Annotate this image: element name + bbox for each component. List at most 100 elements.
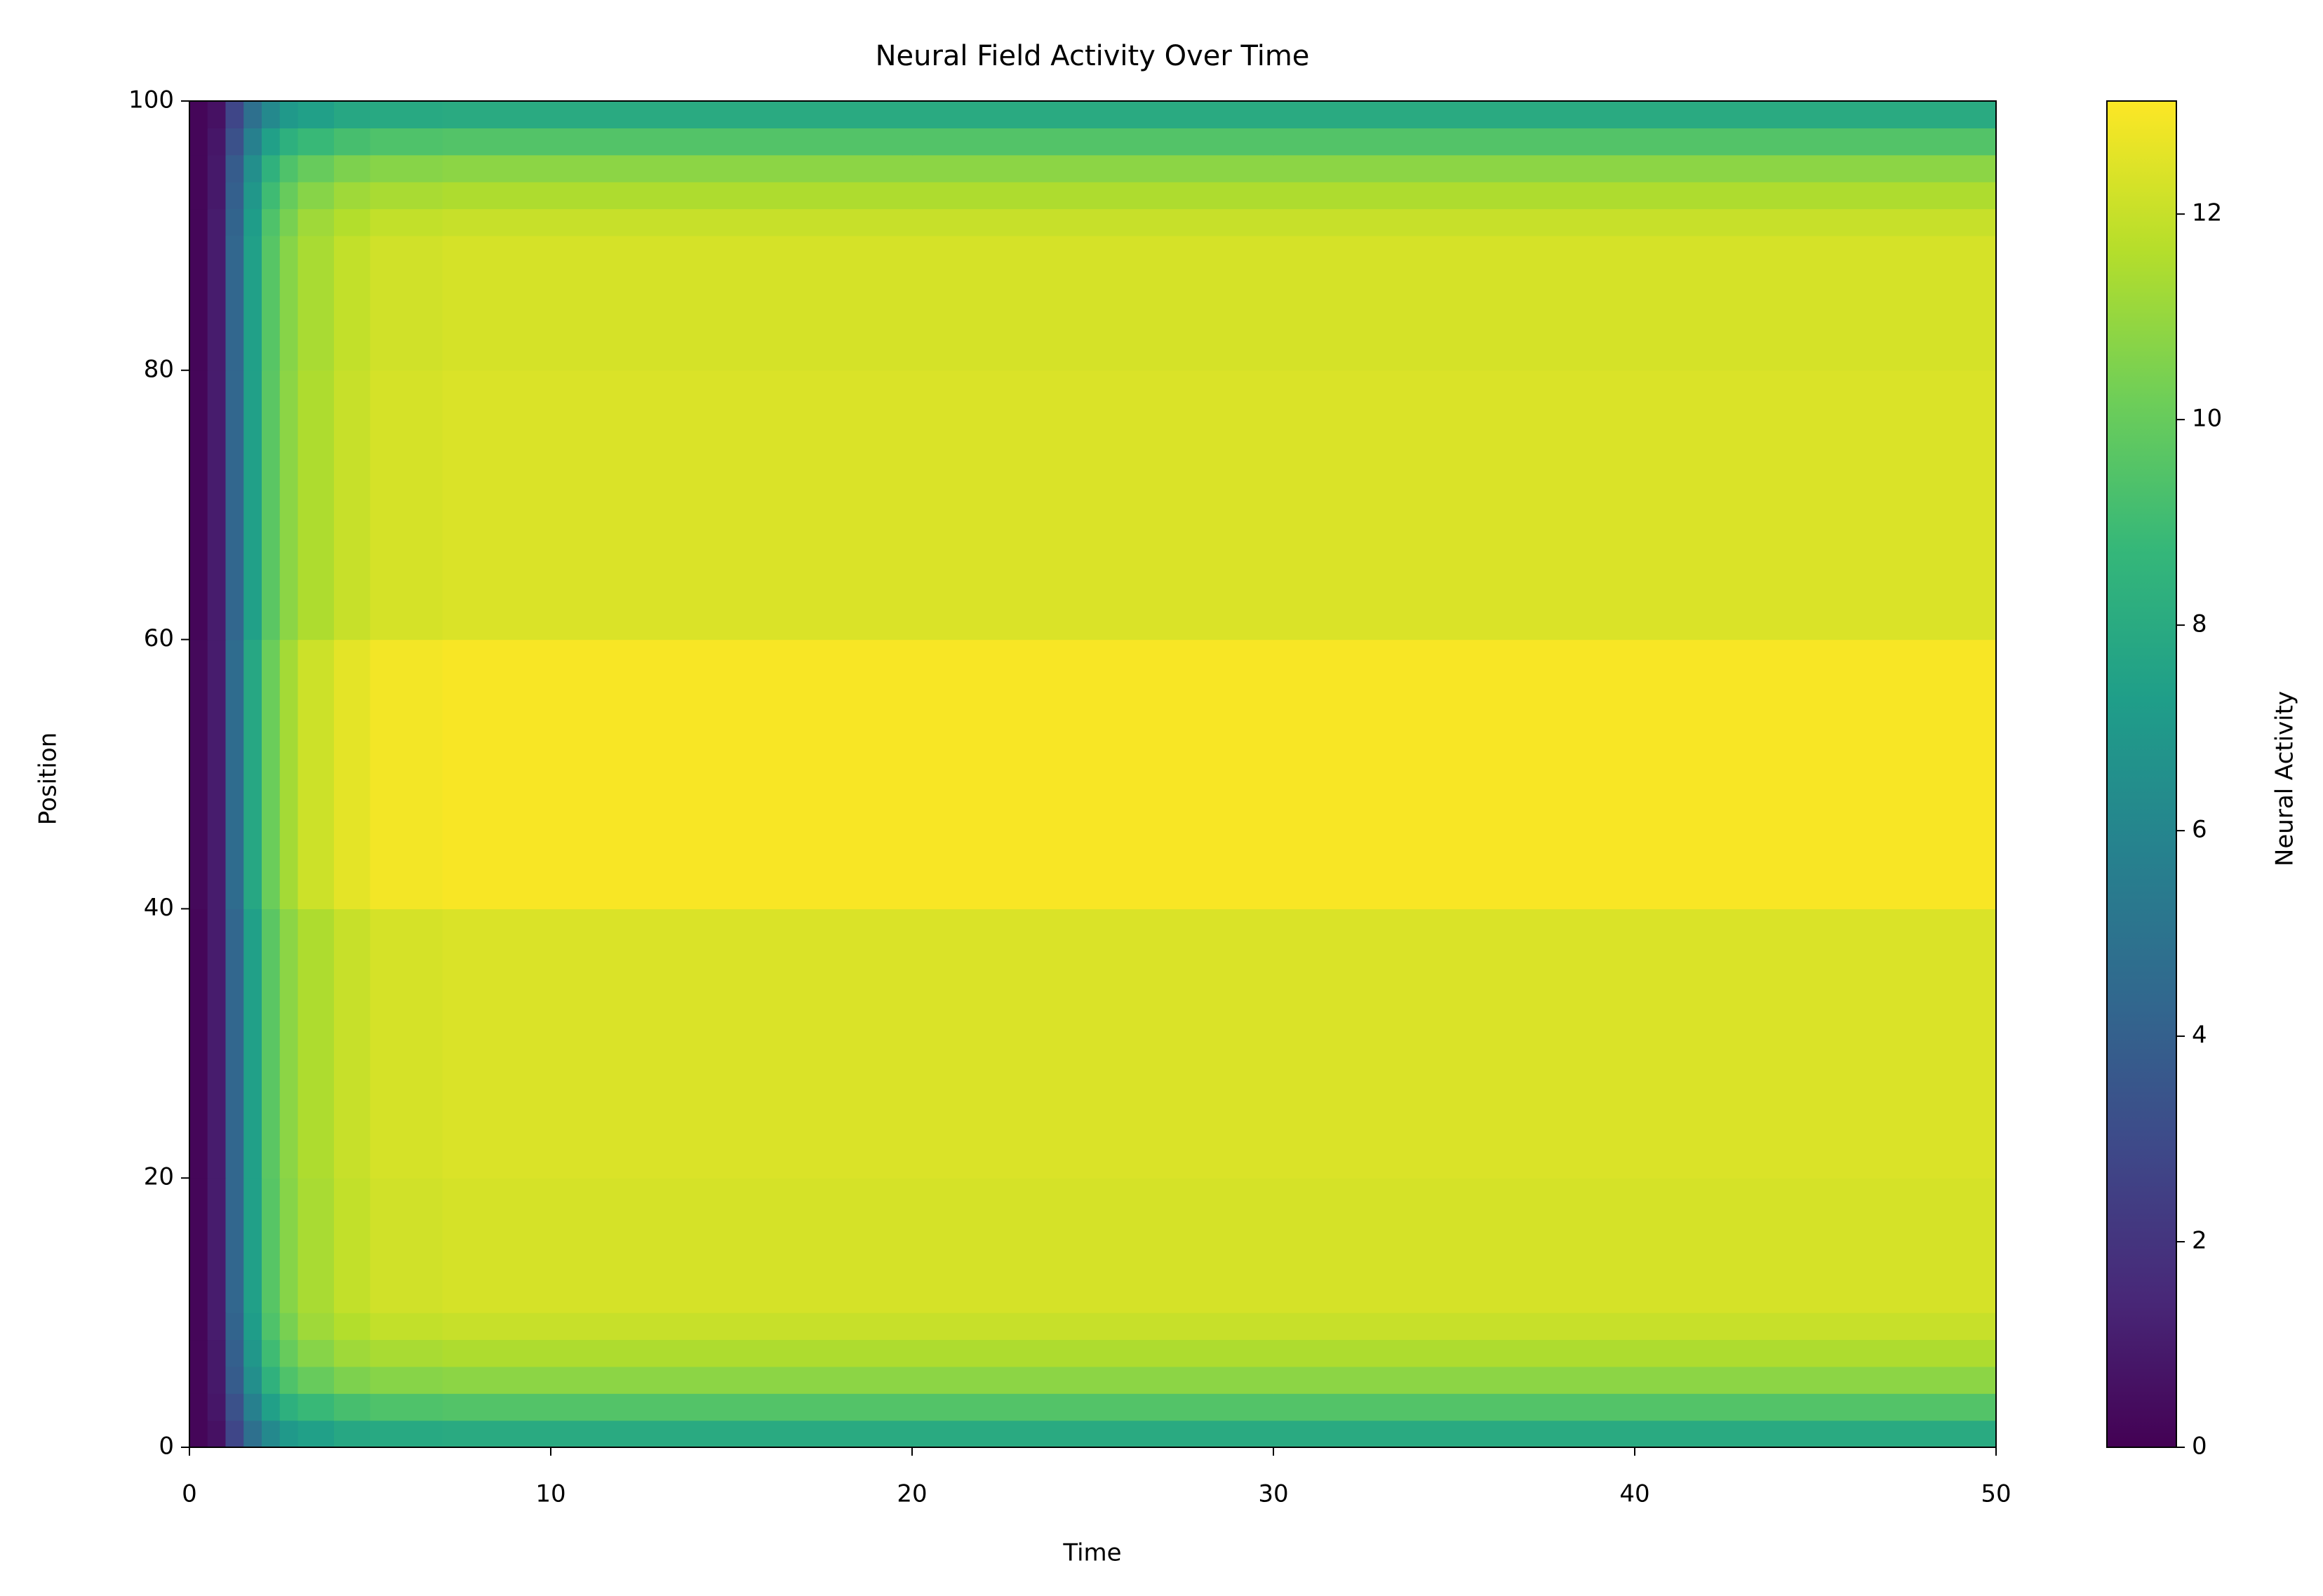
colorbar-tick-label: 2 [2192, 1227, 2207, 1255]
heatmap-cell [1273, 908, 1635, 1179]
heatmap-cell [262, 1393, 281, 1421]
heatmap-cell [189, 101, 208, 128]
heatmap-cell [334, 154, 371, 182]
heatmap-cell [262, 128, 281, 156]
colorbar-tick-label: 0 [2192, 1433, 2207, 1461]
heatmap-cell [912, 908, 1274, 1179]
heatmap-cell [262, 639, 281, 909]
heatmap-cell [225, 908, 244, 1179]
heatmap-cell [334, 208, 371, 236]
heatmap-cell [243, 1178, 262, 1313]
heatmap-cell [1273, 154, 1635, 182]
heatmap-cell [912, 1178, 1274, 1313]
heatmap-cell [442, 639, 551, 909]
heatmap-cell [912, 1366, 1274, 1394]
heatmap-cell [442, 154, 551, 182]
heatmap-cell [1273, 208, 1635, 236]
heatmap-cell [189, 235, 208, 371]
x-tick-label: 0 [182, 1480, 197, 1508]
heatmap-cell [189, 208, 208, 236]
heatmap-cell [225, 1366, 244, 1394]
heatmap-cell [370, 908, 443, 1179]
heatmap-cell [207, 128, 227, 156]
heatmap-cell [442, 1313, 551, 1341]
heatmap [189, 101, 1997, 1448]
heatmap-cell [1273, 1393, 1635, 1421]
heatmap-cell [297, 1339, 335, 1367]
heatmap-cell [279, 235, 299, 371]
heatmap-cell [225, 128, 244, 156]
heatmap-cell [1635, 1420, 1997, 1448]
heatmap-cell [334, 1339, 371, 1367]
colorbar-label: Neural Activity [2271, 691, 2299, 866]
heatmap-cell [912, 1420, 1274, 1448]
heatmap-cell [189, 1339, 208, 1367]
heatmap-cell [551, 182, 913, 210]
heatmap-cell [279, 908, 299, 1179]
heatmap-cell [442, 208, 551, 236]
heatmap-cell [1273, 1366, 1635, 1394]
heatmap-cell [207, 908, 227, 1179]
colorbar-tick-label: 12 [2192, 199, 2222, 227]
heatmap-cell [442, 182, 551, 210]
heatmap-cell [551, 101, 913, 128]
heatmap-cell [334, 1393, 371, 1421]
heatmap-cell [225, 101, 244, 128]
heatmap-cell [262, 1366, 281, 1394]
heatmap-cell [297, 235, 335, 371]
heatmap-cell [1273, 101, 1635, 128]
heatmap-cell [262, 182, 281, 210]
heatmap-cell [1273, 639, 1635, 909]
heatmap-cell [207, 370, 227, 641]
colorbar-tick-label: 8 [2192, 610, 2207, 638]
heatmap-cell [225, 182, 244, 210]
heatmap-cell [297, 154, 335, 182]
heatmap-cell [279, 1178, 299, 1313]
heatmap-cell [243, 101, 262, 128]
heatmap-cell [262, 208, 281, 236]
heatmap-cell [262, 370, 281, 641]
heatmap-cell [243, 370, 262, 641]
heatmap-cell [912, 639, 1274, 909]
x-axis-label: Time [1062, 1539, 1121, 1567]
heatmap-cell [334, 370, 371, 641]
heatmap-cell [442, 1339, 551, 1367]
heatmap-cell [297, 908, 335, 1179]
heatmap-cell [1635, 639, 1997, 909]
heatmap-cell [297, 1420, 335, 1448]
heatmap-cell [1635, 101, 1997, 128]
heatmap-cell [207, 639, 227, 909]
colorbar-tick-label: 6 [2192, 816, 2207, 844]
heatmap-cell [370, 101, 443, 128]
heatmap-cell [1635, 1178, 1997, 1313]
heatmap-cell [189, 1178, 208, 1313]
heatmap-cell [370, 1393, 443, 1421]
heatmap-cell [551, 639, 913, 909]
heatmap-cell [334, 128, 371, 156]
heatmap-cell [225, 1339, 244, 1367]
y-tick-label: 80 [144, 355, 174, 383]
heatmap-cell [551, 1339, 913, 1367]
heatmap-cell [370, 235, 443, 371]
heatmap-cell [1273, 1339, 1635, 1367]
heatmap-cell [243, 1313, 262, 1341]
heatmap-cell [334, 1178, 371, 1313]
heatmap-cell [551, 1420, 913, 1448]
heatmap-cell [442, 908, 551, 1179]
heatmap-cell [262, 1313, 281, 1341]
heatmap-cell [912, 235, 1274, 371]
heatmap-cell [243, 128, 262, 156]
y-axis-label: Position [34, 732, 62, 825]
heatmap-cell [442, 1393, 551, 1421]
heatmap-cell [225, 1178, 244, 1313]
y-tick-label: 0 [159, 1433, 174, 1461]
heatmap-cell [370, 182, 443, 210]
heatmap-cell [442, 128, 551, 156]
heatmap-cell [370, 1366, 443, 1394]
heatmap-cell [912, 1313, 1274, 1341]
heatmap-cell [279, 182, 299, 210]
heatmap-cell [279, 101, 299, 128]
heatmap-cell [279, 1393, 299, 1421]
heatmap-cell [297, 1313, 335, 1341]
heatmap-cell [1273, 128, 1635, 156]
